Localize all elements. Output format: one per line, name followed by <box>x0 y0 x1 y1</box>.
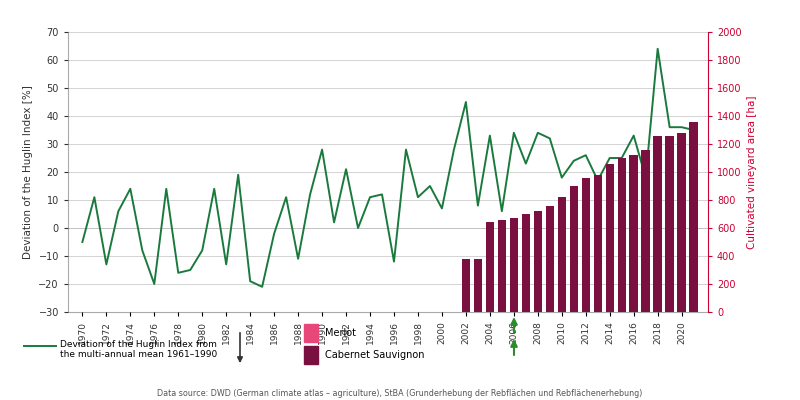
Bar <box>522 228 530 312</box>
Bar <box>510 218 518 312</box>
Bar <box>594 186 602 312</box>
Bar <box>618 175 626 312</box>
Bar <box>570 197 578 312</box>
Bar <box>666 136 674 312</box>
Bar <box>654 161 662 312</box>
Bar <box>462 259 470 312</box>
Bar <box>546 217 554 312</box>
Bar <box>486 245 494 312</box>
Bar <box>642 169 650 312</box>
Bar <box>498 220 506 312</box>
Bar <box>630 155 638 312</box>
Bar <box>582 189 590 312</box>
Bar <box>678 133 686 312</box>
Bar <box>462 262 470 312</box>
Bar <box>666 158 674 312</box>
Bar <box>570 186 578 312</box>
Y-axis label: Deviation of the Huglin Index [%]: Deviation of the Huglin Index [%] <box>23 85 33 259</box>
Bar <box>594 175 602 312</box>
Bar <box>474 262 482 312</box>
Text: Cabernet Sauvignon: Cabernet Sauvignon <box>325 350 424 360</box>
Text: Deviation of the Huglin Index from
the multi-annual mean 1961–1990: Deviation of the Huglin Index from the m… <box>60 340 218 359</box>
Bar <box>654 136 662 312</box>
Bar <box>678 155 686 312</box>
Bar <box>558 206 566 312</box>
Bar <box>474 259 482 312</box>
Text: Data source: DWD (German climate atlas – agriculture), StBA (Grunderhebung der R: Data source: DWD (German climate atlas –… <box>158 389 642 398</box>
Bar <box>558 197 566 312</box>
Bar <box>498 236 506 312</box>
Bar <box>642 150 650 312</box>
Bar <box>630 172 638 312</box>
Bar <box>534 211 542 312</box>
Bar <box>690 122 698 312</box>
Bar <box>606 178 614 312</box>
Bar <box>510 231 518 312</box>
Bar <box>546 206 554 312</box>
Text: Merlot: Merlot <box>325 328 356 338</box>
Bar <box>606 164 614 312</box>
Bar <box>522 214 530 312</box>
Y-axis label: Cultivated vineyard area [ha]: Cultivated vineyard area [ha] <box>747 95 758 249</box>
Bar <box>618 158 626 312</box>
Bar <box>534 222 542 312</box>
Bar <box>582 178 590 312</box>
Bar <box>486 222 494 312</box>
Bar <box>690 122 698 312</box>
